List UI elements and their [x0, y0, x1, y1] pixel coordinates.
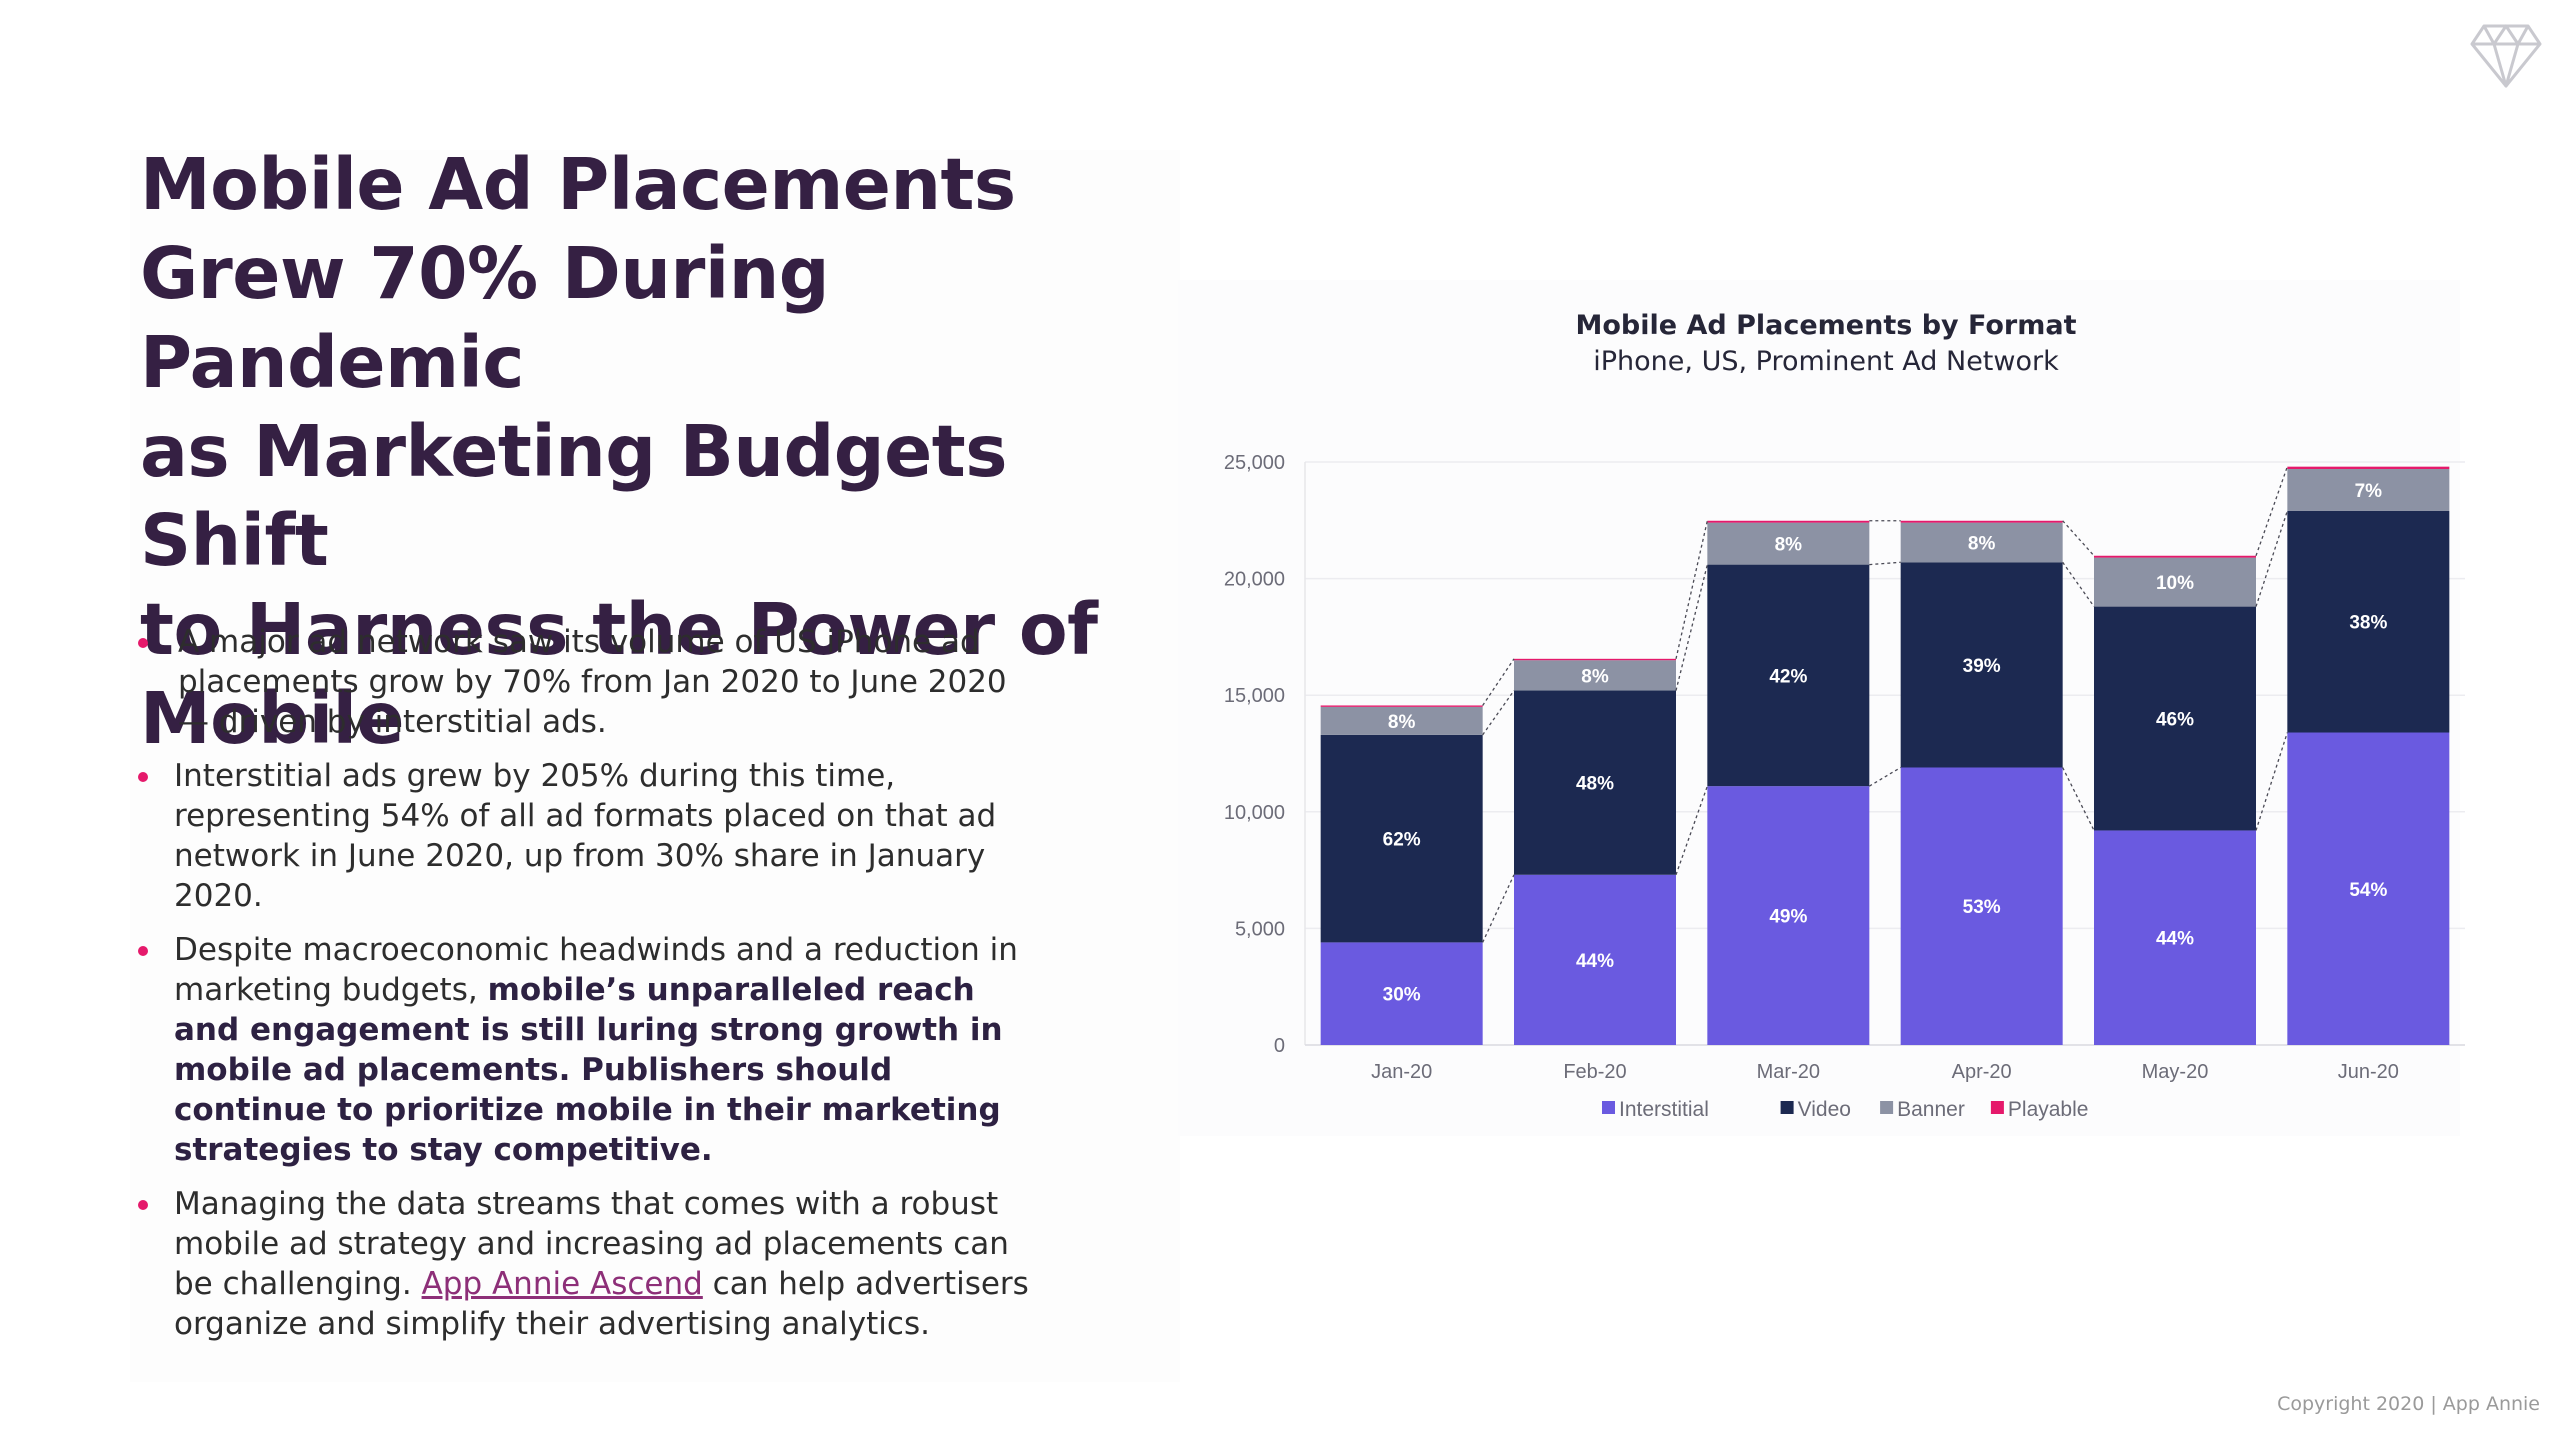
data-label: 30%	[1383, 985, 1421, 1006]
connector-line	[2063, 521, 2094, 556]
x-tick-label: May-20	[2142, 1061, 2209, 1083]
x-tick-label: Jan-20	[1371, 1061, 1432, 1083]
legend-label: Interstitial	[1619, 1098, 1709, 1121]
chart-subtitle: iPhone, US, Prominent Ad Network	[1593, 346, 2059, 377]
copyright-text: Copyright 2020 | App Annie	[2277, 1393, 2540, 1415]
legend-label: Banner	[1897, 1098, 1965, 1121]
connector-line	[2256, 467, 2287, 556]
connector-line	[2063, 562, 2094, 606]
legend-swatch-interstitial	[1602, 1101, 1615, 1114]
legend-label: Playable	[2008, 1098, 2089, 1121]
y-tick-label: 15,000	[1224, 685, 1285, 707]
data-label: 8%	[1388, 712, 1416, 733]
connector-line	[2256, 733, 2287, 831]
bar-segment-playable	[1514, 659, 1676, 660]
data-label: 8%	[1775, 535, 1803, 556]
connector-line	[2063, 767, 2094, 830]
connector-line	[1676, 565, 1707, 691]
data-label: 42%	[1769, 666, 1807, 687]
x-tick-label: Apr-20	[1952, 1061, 2012, 1083]
y-tick-label: 25,000	[1224, 452, 1285, 474]
connector-line	[1483, 875, 1514, 943]
data-label: 49%	[1769, 907, 1807, 928]
legend-swatch-playable	[1991, 1101, 2004, 1114]
data-label: 46%	[2156, 710, 2194, 731]
y-tick-label: 5,000	[1235, 918, 1285, 940]
connector-line	[1676, 786, 1707, 875]
connector-line	[1676, 521, 1707, 659]
bar-segment-playable	[2287, 467, 2449, 469]
connector-line	[1869, 767, 1900, 786]
data-label: 10%	[2156, 573, 2194, 594]
x-tick-label: Feb-20	[1563, 1061, 1626, 1083]
stacked-bar-chart: Mobile Ad Placements by Format iPhone, US…	[0, 0, 2560, 1440]
bar-segment-playable	[2094, 556, 2256, 558]
data-label: 48%	[1576, 774, 1614, 795]
chart-title: Mobile Ad Placements by Format	[1575, 310, 2076, 341]
connector-line	[1869, 562, 1900, 564]
y-tick-label: 10,000	[1224, 802, 1285, 824]
bar-segment-playable	[1321, 705, 1483, 706]
data-label: 54%	[2349, 880, 2387, 901]
data-label: 8%	[1581, 666, 1609, 687]
legend-label: Video	[1798, 1098, 1851, 1121]
bar-segment-playable	[1901, 521, 2063, 523]
data-label: 7%	[2355, 481, 2383, 502]
data-label: 44%	[1576, 951, 1614, 972]
data-label: 39%	[1963, 656, 2001, 677]
data-label: 44%	[2156, 929, 2194, 950]
data-label: 38%	[2349, 613, 2387, 634]
legend-swatch-video	[1781, 1101, 1794, 1114]
connector-line	[2256, 511, 2287, 607]
y-tick-label: 20,000	[1224, 569, 1285, 591]
y-tick-label: 0	[1274, 1035, 1285, 1057]
data-label: 62%	[1383, 830, 1421, 851]
legend-swatch-banner	[1880, 1101, 1893, 1114]
data-label: 53%	[1963, 897, 2001, 918]
data-label: 8%	[1968, 533, 1996, 554]
connector-line	[1483, 691, 1514, 735]
bar-segment-playable	[1707, 521, 1869, 523]
connector-line	[1483, 659, 1514, 706]
x-tick-label: Mar-20	[1757, 1061, 1820, 1083]
x-tick-label: Jun-20	[2338, 1061, 2399, 1083]
